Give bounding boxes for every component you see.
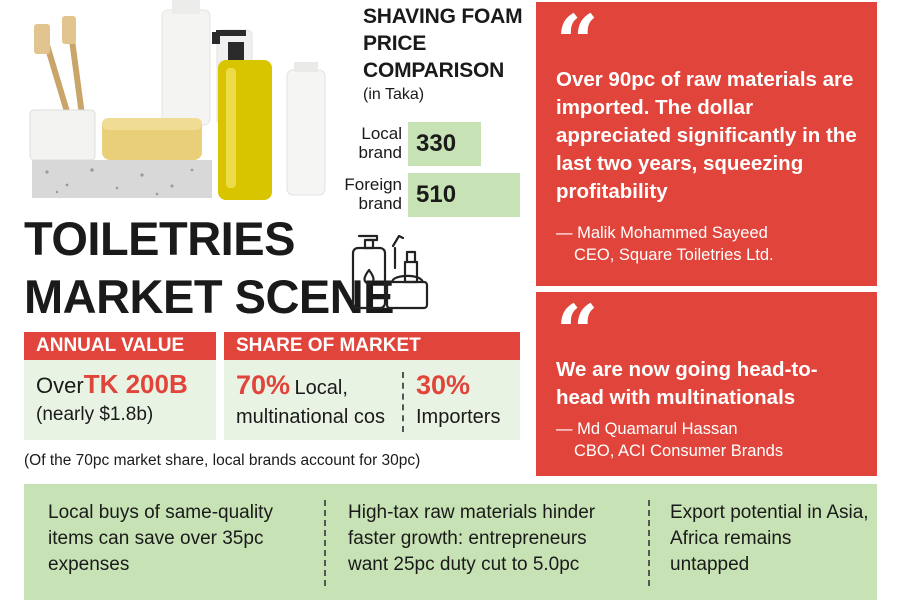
local-share-percent: 70% [236, 370, 291, 400]
quote-role-2: CBO, ACI Consumer Brands [574, 442, 784, 460]
quote-card-1: “ Over 90pc of raw materials are importe… [536, 2, 877, 286]
share-divider [402, 372, 404, 432]
page-title-line1: TOILETRIES [24, 212, 295, 265]
quote-card-2: “ We are now going head-to-head with mul… [536, 292, 877, 476]
key-point-3: Export potential in Asia, Africa remains… [670, 502, 869, 575]
annual-value-amount: TK 200B [83, 369, 188, 399]
foreign-brand-price: 510 [408, 173, 520, 217]
annual-value-prefix: Over [36, 373, 84, 398]
local-brand-label-line1: Local [361, 124, 402, 143]
price-comparison-subtitle: (in Taka) [363, 86, 425, 103]
foreign-brand-label: Foreign brand [330, 175, 402, 213]
foreign-brand-label-line1: Foreign [344, 175, 402, 194]
market-share-footnote: (Of the 70pc market share, local brands … [24, 452, 421, 469]
import-share-percent: 30% [416, 370, 471, 400]
quote-mark-icon: “ [556, 290, 599, 376]
market-share-heading: SHARE OF MARKET [224, 332, 520, 360]
key-points-band: Local buys of same-quality items can sav… [24, 484, 877, 600]
foreign-brand-label-line2: brand [358, 194, 402, 213]
local-share-label-2: multinational cos [236, 406, 385, 428]
quote-mark-icon: “ [556, 0, 599, 86]
key-point-2: High-tax raw materials hinder faster gro… [348, 502, 596, 575]
annual-value-usd: (nearly $1.8b) [36, 404, 154, 425]
local-share-label-1: Local, [294, 377, 348, 399]
page-title: TOILETRIES MARKET SCENE [24, 210, 395, 326]
toiletries-photo [22, 0, 327, 205]
annual-value-heading: ANNUAL VALUE [24, 332, 216, 360]
market-share-box: 70% Local, multinational cos 30% Importe… [224, 360, 520, 440]
key-point-divider-2 [648, 500, 650, 586]
price-comparison-title: SHAVING FOAM PRICE COMPARISON [363, 5, 523, 82]
toiletries-icon [345, 232, 435, 316]
quote-text-1: Over 90pc of raw materials are imported.… [556, 68, 857, 203]
key-point-1: Local buys of same-quality items can sav… [48, 502, 273, 575]
local-brand-price: 330 [408, 122, 481, 166]
quote-author-1: — Malik Mohammed Sayeed [556, 224, 768, 242]
key-point-divider-1 [324, 500, 326, 586]
quote-role-1: CEO, Square Toiletries Ltd. [574, 246, 774, 264]
quote-author-2: — Md Quamarul Hassan [556, 420, 738, 438]
annual-value-box: OverTK 200B (nearly $1.8b) [24, 360, 216, 440]
annual-value-line: OverTK 200B [36, 370, 188, 400]
market-share-local: 70% Local, [236, 370, 348, 405]
page-title-line2: MARKET SCENE [24, 270, 395, 323]
local-brand-label-line2: brand [358, 143, 402, 162]
quote-text-2: We are now going head-to-head with multi… [556, 358, 818, 409]
import-share-label: Importers [416, 406, 501, 428]
local-brand-label: Local brand [330, 124, 402, 162]
